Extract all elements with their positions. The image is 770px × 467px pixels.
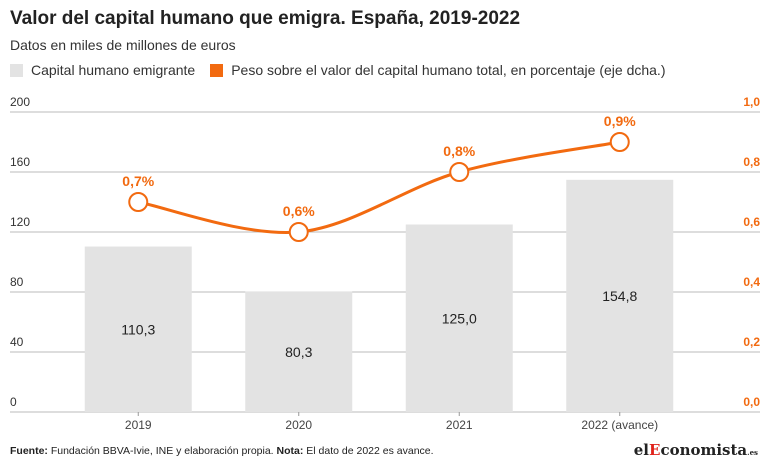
footer-source-text: Fundación BBVA-Ivie, INE y elaboración p…: [47, 445, 274, 457]
y-left-tick-label: 40: [10, 335, 24, 349]
chart-area: 0 40 80 120 160 200 0,0 0,2 0,4 0,6 0,8 1,0 110,3 80,…: [10, 95, 760, 432]
line-point: [128, 192, 149, 212]
line-point: [449, 162, 470, 182]
legend-label-bars: Capital humano emigrante: [31, 62, 196, 78]
y-left-tick-label: 200: [10, 95, 30, 109]
footer-source-label: Fuente:: [10, 445, 48, 457]
y-right-tick-label: 0,8: [743, 155, 760, 169]
line-value-label: 0,8%: [443, 143, 475, 159]
legend-item-line: Peso sobre el valor del capital humano t…: [210, 62, 665, 78]
y-right-tick-label: 0,2: [743, 335, 760, 349]
bar: [405, 224, 513, 412]
line-value-label: 0,7%: [122, 173, 154, 189]
y-left-tick-label: 160: [10, 155, 30, 169]
y-right-tick-label: 0,6: [743, 215, 760, 229]
y-right-tick-label: 1,0: [743, 95, 760, 109]
y-left-tick-label: 120: [10, 215, 30, 229]
footer-note-label: Nota:: [273, 445, 304, 457]
legend-swatch-bars: [10, 63, 23, 77]
line-series: [137, 140, 621, 235]
y-left-tick-label: 80: [10, 275, 24, 289]
chart-title: Valor del capital humano que emigra. Esp…: [10, 8, 521, 29]
y-right-tick-label: 0,4: [743, 275, 760, 289]
line-value-label: 0,6%: [283, 203, 315, 219]
line-point: [609, 132, 630, 152]
bar-value-label: 125,0: [442, 310, 477, 326]
chart-subtitle: Datos en miles de millones de euros: [10, 37, 236, 53]
footer-note-text: El dato de 2022 es avance.: [303, 445, 434, 457]
legend-label-line: Peso sobre el valor del capital humano t…: [231, 62, 666, 78]
legend-swatch-line: [210, 63, 224, 77]
brand-logo: elEconomista.es: [633, 441, 758, 459]
bar-value-label: 154,8: [602, 288, 637, 304]
bar-value-label: 80,3: [285, 344, 312, 360]
legend: Capital humano emigrante Peso sobre el v…: [10, 61, 680, 79]
y-left-tick-label: 0: [10, 395, 17, 409]
x-tick-label: 2022 (avance): [581, 418, 658, 432]
footer-source: Fuente: Fundación BBVA-Ivie, INE y elabo…: [10, 445, 434, 457]
bar: [566, 179, 674, 412]
bar-value-label: 110,3: [121, 321, 155, 337]
x-tick-label: 2021: [446, 418, 473, 432]
x-tick-label: 2019: [125, 418, 152, 432]
y-right-tick-label: 0,0: [743, 395, 760, 409]
bar: [84, 246, 192, 412]
bar: [245, 291, 353, 412]
line-value-label: 0,9%: [604, 113, 636, 129]
legend-item-bars: Capital humano emigrante: [10, 62, 195, 78]
line-point: [288, 222, 309, 242]
x-tick-label: 2020: [285, 418, 312, 432]
